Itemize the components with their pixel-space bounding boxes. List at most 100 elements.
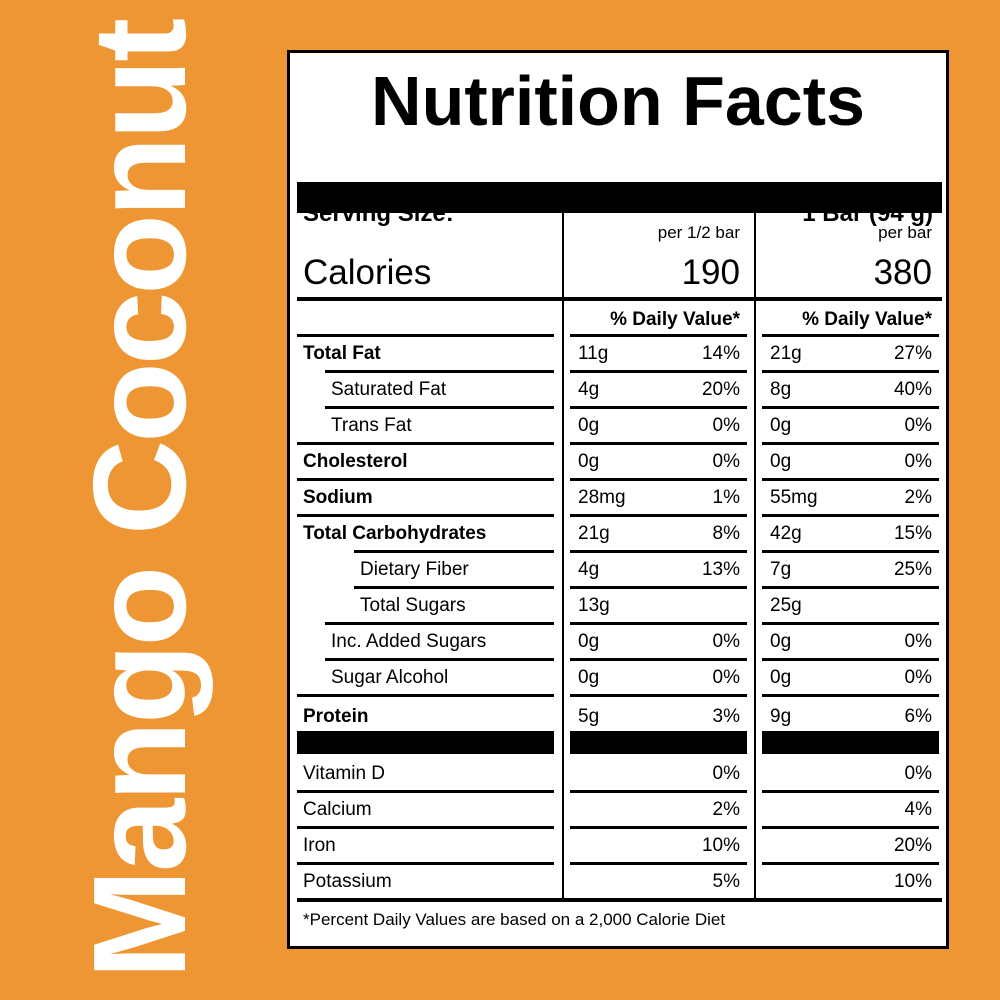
nutrient-dv-bar: 40% (893, 379, 932, 400)
nutrient-dv-bar: 0% (904, 631, 932, 652)
row-divider (325, 622, 554, 625)
nutrient-name: Sodium (303, 487, 373, 508)
nutrient-dv-half-bar: 3% (712, 706, 740, 727)
row-divider (762, 862, 939, 865)
row-divider (762, 694, 939, 697)
column-header-half-bar: per 1/2 bar (657, 223, 740, 242)
dv-header-half-bar: % Daily Value* (610, 309, 740, 330)
vitamin-dv-bar: 20% (893, 835, 932, 856)
nutrient-amount-bar: 42g (770, 523, 802, 544)
calories-label: Calories (303, 253, 432, 292)
nutrient-amount-half-bar: 0g (578, 631, 600, 652)
nutrient-name: Inc. Added Sugars (331, 631, 487, 652)
vitamin-dv-half-bar: 0% (712, 763, 740, 784)
nutrient-name: Cholesterol (303, 451, 408, 472)
row-divider (570, 586, 747, 589)
nutrient-dv-bar: 0% (904, 415, 932, 436)
nutrient-amount-bar: 0g (770, 667, 792, 688)
nutrient-dv-half-bar: 1% (712, 487, 740, 508)
row-divider (762, 442, 939, 445)
vitamin-name: Calcium (303, 799, 372, 820)
row-divider (570, 334, 747, 337)
column-divider-2 (754, 213, 756, 898)
nutrient-dv-half-bar: 0% (712, 451, 740, 472)
footnote: *Percent Daily Values are based on a 2,0… (303, 910, 726, 929)
nutrient-amount-half-bar: 4g (578, 379, 600, 400)
nutrient-name: Sugar Alcohol (331, 667, 449, 688)
row-divider (762, 658, 939, 661)
nutrient-name: Total Carbohydrates (303, 523, 487, 544)
nutrient-dv-half-bar: 0% (712, 415, 740, 436)
nutrient-amount-bar: 0g (770, 415, 792, 436)
row-divider (570, 694, 747, 697)
thick-divider-top (297, 182, 942, 213)
row-divider (762, 586, 939, 589)
nutrient-amount-bar: 55mg (770, 487, 818, 508)
vitamin-name: Vitamin D (303, 763, 386, 784)
nutrient-amount-bar: 7g (770, 559, 792, 580)
row-divider (570, 406, 747, 409)
row-divider (570, 550, 747, 553)
nutrient-dv-bar: 15% (893, 523, 932, 544)
nutrient-amount-half-bar: 0g (578, 667, 600, 688)
nutrient-dv-half-bar: 14% (701, 343, 740, 364)
row-divider (570, 862, 747, 865)
vitamin-dv-bar: 4% (904, 799, 932, 820)
row-divider (297, 334, 554, 337)
row-divider (762, 514, 939, 517)
nutrient-dv-bar: 25% (893, 559, 932, 580)
nutrient-amount-half-bar: 13g (578, 595, 610, 616)
nutrient-amount-half-bar: 11g (578, 343, 609, 364)
vitamin-dv-half-bar: 10% (701, 835, 740, 856)
row-divider (762, 370, 939, 373)
thick-divider-vitamins (762, 731, 939, 754)
column-divider-1 (562, 213, 564, 898)
nutrient-name: Total Sugars (360, 595, 466, 616)
nutrient-amount-bar: 9g (770, 706, 792, 727)
nutrient-name: Protein (303, 706, 369, 727)
side-title-area: Mango Coconut (52, 0, 232, 1000)
vitamin-name: Potassium (303, 871, 392, 892)
calories-half-bar: 190 (681, 253, 740, 292)
nutrient-dv-bar: 6% (904, 706, 932, 727)
row-divider (325, 370, 554, 373)
vitamin-dv-bar: 0% (904, 763, 932, 784)
nutrient-amount-half-bar: 5g (578, 706, 600, 727)
flavor-title: Mango Coconut (66, 20, 213, 980)
nutrient-amount-half-bar: 0g (578, 451, 600, 472)
row-divider (297, 514, 554, 517)
row-divider (762, 622, 939, 625)
calories-bar: 380 (873, 253, 932, 292)
row-divider (297, 790, 554, 793)
row-divider (297, 694, 554, 697)
row-divider (325, 406, 554, 409)
dv-header-bar: % Daily Value* (802, 309, 932, 330)
nutrient-name: Saturated Fat (331, 379, 447, 400)
thick-divider-vitamins (297, 731, 554, 754)
nutrient-dv-half-bar: 13% (701, 559, 740, 580)
row-divider (762, 334, 939, 337)
vitamin-dv-half-bar: 5% (712, 871, 740, 892)
label-title: Nutrition Facts (371, 62, 865, 140)
vitamin-dv-bar: 10% (893, 871, 932, 892)
row-divider (570, 622, 747, 625)
nutrient-name: Trans Fat (331, 415, 412, 436)
row-divider (297, 478, 554, 481)
row-divider (570, 658, 747, 661)
nutrient-amount-bar: 0g (770, 451, 792, 472)
nutrient-amount-bar: 25g (770, 595, 802, 616)
thick-divider-vitamins (570, 731, 747, 754)
nutrient-dv-half-bar: 0% (712, 667, 740, 688)
nutrient-dv-half-bar: 20% (701, 379, 740, 400)
nutrient-dv-bar: 0% (904, 451, 932, 472)
nutrient-amount-bar: 8g (770, 379, 792, 400)
calories-divider (297, 297, 942, 301)
row-divider (762, 478, 939, 481)
row-divider (354, 586, 554, 589)
nutrient-dv-bar: 0% (904, 667, 932, 688)
row-divider (570, 478, 747, 481)
row-divider (762, 790, 939, 793)
row-divider (297, 862, 554, 865)
row-divider (297, 442, 554, 445)
nutrient-amount-half-bar: 0g (578, 415, 600, 436)
